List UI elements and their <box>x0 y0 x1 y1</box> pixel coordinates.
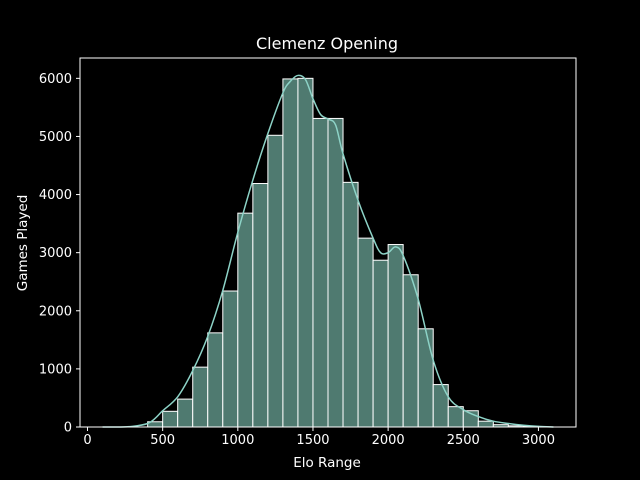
x-tick-label: 500 <box>150 433 175 448</box>
plot-frame <box>79 57 577 428</box>
histogram-bar-16 <box>342 181 359 428</box>
histogram-bar-9 <box>237 212 254 428</box>
x-tick-label: 1500 <box>296 433 329 448</box>
histogram-bar-13 <box>297 77 314 428</box>
histogram-bar-22 <box>432 384 449 428</box>
histogram-bar-8 <box>222 290 239 428</box>
chart-title: Clemenz Opening <box>256 34 398 53</box>
x-tick-label: 3000 <box>522 433 555 448</box>
histogram-bar-14 <box>312 117 329 428</box>
histogram-bar-7 <box>207 332 224 428</box>
y-tick-label: 6000 <box>39 72 72 87</box>
y-tick-label: 2000 <box>39 304 72 319</box>
x-axis-label: Elo Range <box>293 455 361 471</box>
histogram-bar-5 <box>177 398 194 428</box>
x-axis-ticks: 0 500 1000 1500 2000 2500 3000 <box>83 427 555 448</box>
kde-curve-group <box>102 74 554 428</box>
y-tick-label: 3000 <box>39 246 72 261</box>
y-tick-label: 4000 <box>39 188 72 203</box>
histogram-bar-10 <box>252 183 269 428</box>
histogram-bar-18 <box>372 259 389 428</box>
y-tick-label: 1000 <box>39 362 72 377</box>
histogram-bar-6 <box>192 366 209 428</box>
histogram-bar-25 <box>477 420 494 428</box>
y-axis-ticks: 0 1000 2000 3000 4000 5000 6000 <box>39 72 80 436</box>
histogram-bar-4 <box>162 410 179 428</box>
histogram-bar-20 <box>402 274 419 428</box>
histogram-bar-12 <box>282 78 299 428</box>
x-tick-label: 1000 <box>221 433 254 448</box>
kde-curve <box>102 74 554 428</box>
histogram-bars <box>147 77 539 428</box>
histogram-bar-19 <box>387 244 404 428</box>
y-axis-label: Games Played <box>15 195 31 292</box>
y-tick-label: 0 <box>64 421 72 436</box>
histogram-bar-11 <box>267 134 284 428</box>
histogram-bar-17 <box>357 237 374 428</box>
histogram-bar-23 <box>447 406 464 428</box>
x-tick-label: 2500 <box>447 433 480 448</box>
x-tick-label: 0 <box>83 433 91 448</box>
histogram-bar-21 <box>417 328 434 428</box>
x-tick-label: 2000 <box>372 433 405 448</box>
y-tick-label: 5000 <box>39 130 72 145</box>
histogram-bar-15 <box>327 117 344 428</box>
